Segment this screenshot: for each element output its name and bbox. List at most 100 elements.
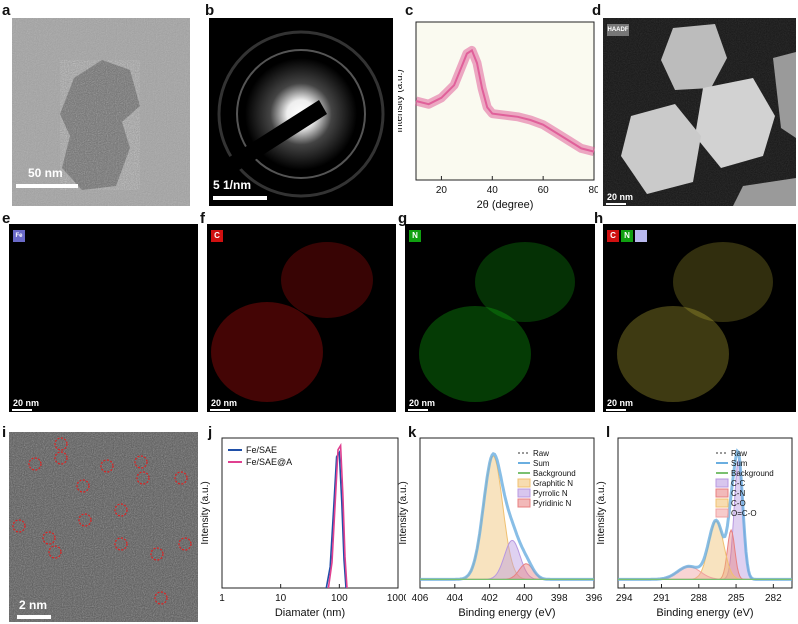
x-tick-label: 288 xyxy=(690,593,707,604)
legend-swatch xyxy=(715,488,729,498)
panel-label-h: h xyxy=(594,210,604,227)
scale-bar-g xyxy=(408,409,428,411)
x-tick-label: 100 xyxy=(331,593,348,604)
legend-swatch xyxy=(517,478,531,488)
tem-image-a: 50 nm xyxy=(12,18,190,206)
atom-marker xyxy=(136,471,150,485)
xrd-line xyxy=(415,48,595,153)
merged-map-h: C N 20 nm xyxy=(603,224,796,412)
legend-label: Background xyxy=(731,469,774,478)
atom-marker xyxy=(178,537,192,551)
plot-bg xyxy=(416,22,594,180)
scale-bar-e xyxy=(12,409,32,411)
x-tick-label: 291 xyxy=(653,593,670,604)
scale-bar-label-b: 5 1/nm xyxy=(213,178,252,192)
panel-label-g: g xyxy=(398,210,408,227)
merge-tag-c: C xyxy=(607,230,619,242)
x-tick-label: 404 xyxy=(446,593,463,604)
atom-marker xyxy=(42,531,56,545)
xps-n1s-chart-k: Binding energy (eV) Intensity (a.u.) 406 40… xyxy=(398,437,603,619)
atom-marker xyxy=(174,471,188,485)
x-tick-label: 400 xyxy=(516,593,533,604)
dls-chart-j: Diamater (nm) Intensity (a.u.) 1 10 100 1000 F… xyxy=(200,437,406,619)
fit-peak-2 xyxy=(618,520,792,580)
x-tick-label: 285 xyxy=(728,593,745,604)
x-tick-label: 1000 xyxy=(387,593,406,604)
scale-bar-a xyxy=(16,184,78,188)
legend-label: Fe/SAE xyxy=(246,445,277,455)
xps-c1s-chart-l: Binding energy (eV) Intensity (a.u.) 294 29… xyxy=(596,437,793,619)
scale-bar-label-e: 20 nm xyxy=(13,398,40,408)
x-tick-label: 402 xyxy=(481,593,498,604)
legend-label: Graphitic N xyxy=(533,479,573,488)
saed-pattern-b: 5 1/nm xyxy=(209,18,393,206)
y-axis-label: Intensity (a.u.) xyxy=(398,481,409,544)
panel-label-a: a xyxy=(2,2,11,19)
x-tick-label: 398 xyxy=(551,593,568,604)
x-axis-label: 2θ (degree) xyxy=(477,199,534,211)
fe-map-e: Fe 20 nm xyxy=(9,224,198,412)
scale-bar-label-i: 2 nm xyxy=(19,598,48,612)
plot-frame xyxy=(419,437,595,589)
haadf-image-d: HAADF 20 nm xyxy=(603,18,796,206)
x-tick-label: 396 xyxy=(586,593,603,604)
scale-bar-label-f: 20 nm xyxy=(211,398,238,408)
y-axis-label: Intensity (a.u.) xyxy=(200,481,211,544)
x-tick-label: 40 xyxy=(487,185,499,196)
plot-frame xyxy=(221,437,399,589)
panel-label-l: l xyxy=(606,424,611,441)
legend-label: Raw xyxy=(731,449,747,458)
legend-label: Pyrrolic N xyxy=(533,489,568,498)
x-axis-label: Binding energy (eV) xyxy=(656,607,753,619)
x-tick-label: 10 xyxy=(275,593,287,604)
legend-swatch xyxy=(715,478,729,488)
panel-label-e: e xyxy=(2,210,11,227)
scale-bar-f xyxy=(210,409,230,411)
legend-swatch xyxy=(517,488,531,498)
panel-label-k: k xyxy=(408,424,417,441)
legend-label: C-N xyxy=(731,489,745,498)
atom-marker xyxy=(134,455,148,469)
xrd-chart-c: 2θ (degree) Intensity (a.u.) 20 40 60 80 xyxy=(398,21,598,211)
panel-label-j: j xyxy=(208,424,213,441)
scale-bar-label-g: 20 nm xyxy=(409,398,436,408)
panel-label-i: i xyxy=(2,424,7,441)
scale-bar-i xyxy=(17,615,51,619)
legend-label: Pyridinic N xyxy=(533,499,571,508)
c-tag: C xyxy=(211,230,223,242)
legend-label: Sum xyxy=(533,459,550,468)
atom-marker xyxy=(28,457,42,471)
scale-bar-d xyxy=(606,203,626,205)
atom-marker xyxy=(54,451,68,465)
legend-label: Raw xyxy=(533,449,549,458)
ac-haadf-image-i: 2 nm xyxy=(9,432,198,622)
panel-label-f: f xyxy=(200,210,205,227)
atom-marker xyxy=(114,537,128,551)
legend-label: Sum xyxy=(731,459,748,468)
panel-label-c: c xyxy=(405,2,414,19)
legend-swatch xyxy=(517,498,531,508)
scale-bar-label-h: 20 nm xyxy=(607,398,634,408)
scale-bar-b xyxy=(213,196,267,200)
x-tick-label: 282 xyxy=(765,593,782,604)
scale-bar-label-a: 50 nm xyxy=(28,166,63,180)
x-axis-label: Binding energy (eV) xyxy=(458,607,555,619)
legend-label: O=C-O xyxy=(731,509,757,518)
atom-marker xyxy=(150,547,164,561)
legend-label: Fe/SAE@A xyxy=(246,457,292,467)
x-tick-label: 1 xyxy=(219,593,225,604)
n-map-g: N 20 nm xyxy=(405,224,595,412)
merge-tag-fe xyxy=(635,230,647,242)
fe-tag: Fe xyxy=(13,230,25,242)
scale-bar-label-d: 20 nm xyxy=(607,192,634,202)
y-axis-label: Intensity (a.u.) xyxy=(398,69,405,132)
y-axis-label: Intensity (a.u.) xyxy=(596,481,607,544)
panel-label-b: b xyxy=(205,2,215,19)
legend-swatch xyxy=(715,498,729,508)
panel-label-d: d xyxy=(592,2,602,19)
x-tick-label: 60 xyxy=(538,185,550,196)
legend-label: C-C xyxy=(731,479,745,488)
atom-marker xyxy=(76,479,90,493)
legend-label: Background xyxy=(533,469,576,478)
atom-marker xyxy=(78,513,92,527)
